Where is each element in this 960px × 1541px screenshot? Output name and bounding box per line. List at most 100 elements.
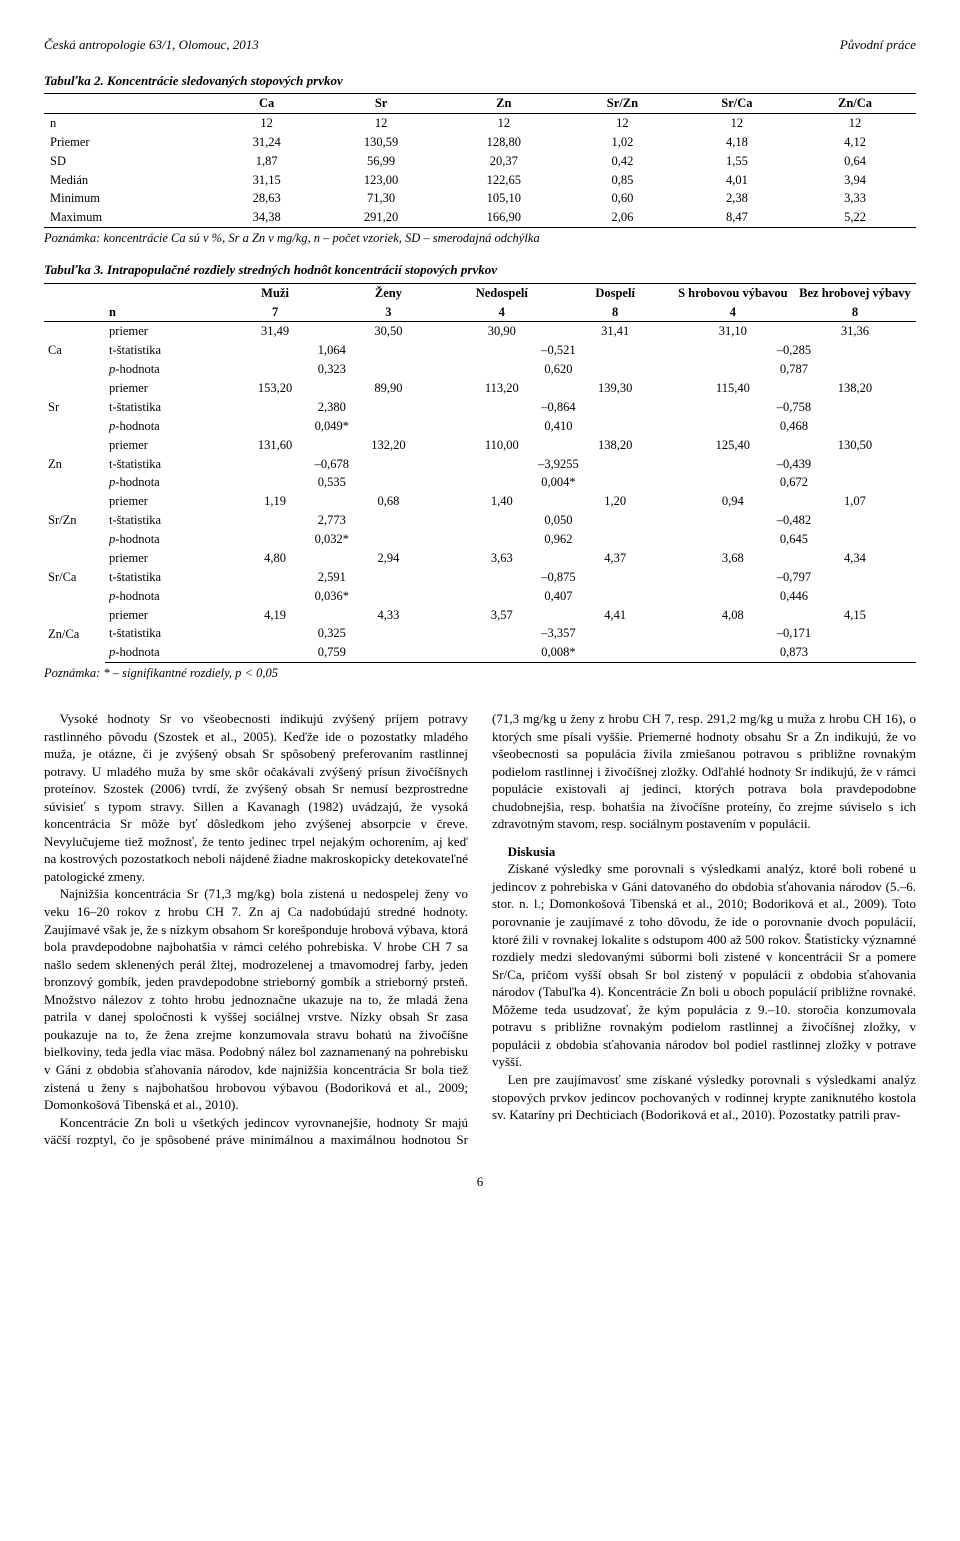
sublabel-priemer: priemer xyxy=(105,322,218,341)
cell: 4,18 xyxy=(680,133,794,152)
cell: –0,797 xyxy=(672,568,916,587)
t3h-bezhrob: Bez hrobovej výbavy xyxy=(794,283,916,302)
cell: –0,678 xyxy=(218,455,445,474)
t3h-muzi: Muži xyxy=(218,283,331,302)
group-label: Zn/Ca xyxy=(44,606,105,663)
sublabel-pval: p-hodnota xyxy=(105,360,218,379)
para-5: Len pre zaujímavosť sme získané výsledky… xyxy=(492,1071,916,1124)
sublabel-tstat: t-štatistika xyxy=(105,511,218,530)
table2-col-6: Zn/Ca xyxy=(794,94,916,114)
cell: 4,37 xyxy=(558,549,671,568)
sublabel-tstat: t-štatistika xyxy=(105,455,218,474)
cell: 4,41 xyxy=(558,606,671,625)
cell: 0,446 xyxy=(672,587,916,606)
para-2: Najnižšia koncentrácia Sr (71,3 mg/kg) b… xyxy=(44,885,468,1113)
cell: 31,41 xyxy=(558,322,671,341)
cell: 0,008* xyxy=(445,643,672,662)
t3h-zeny: Ženy xyxy=(332,283,445,302)
cell: 1,20 xyxy=(558,492,671,511)
table-row: p-hodnota0,3230,6200,787 xyxy=(44,360,916,379)
table-row: t-štatistika2,380–0,864–0,758 xyxy=(44,398,916,417)
table2-col-3: Zn xyxy=(442,94,565,114)
para-4: Získané výsledky sme porovnali s výsledk… xyxy=(492,860,916,1071)
cell: 125,40 xyxy=(672,436,794,455)
sublabel-priemer: priemer xyxy=(105,379,218,398)
group-label: Zn xyxy=(44,436,105,493)
cell: 4,01 xyxy=(680,171,794,190)
cell: 0,962 xyxy=(445,530,672,549)
body-text: Vysoké hodnoty Sr vo všeobecnosti indiku… xyxy=(44,710,916,1149)
cell: 2,38 xyxy=(680,189,794,208)
cell: 0,050 xyxy=(445,511,672,530)
cell: 0,325 xyxy=(218,624,445,643)
table-row: t-štatistika1,064–0,521–0,285 xyxy=(44,341,916,360)
cell: –0,521 xyxy=(445,341,672,360)
cell: 0,407 xyxy=(445,587,672,606)
cell: 0,410 xyxy=(445,417,672,436)
table-row: Znpriemer131,60132,20110,00138,20125,401… xyxy=(44,436,916,455)
sublabel-priemer: priemer xyxy=(105,606,218,625)
cell: 12 xyxy=(794,113,916,132)
cell: 31,15 xyxy=(214,171,320,190)
table-row: p-hodnota0,049*0,4100,468 xyxy=(44,417,916,436)
table2-col-4: Sr/Zn xyxy=(565,94,679,114)
header-left: Česká antropologie 63/1, Olomouc, 2013 xyxy=(44,36,259,54)
cell: 4,08 xyxy=(672,606,794,625)
table-row: Maximum34,38291,20166,902,068,475,22 xyxy=(44,208,916,227)
cell: 12 xyxy=(565,113,679,132)
group-label: Sr/Ca xyxy=(44,549,105,606)
cell: –0,171 xyxy=(672,624,916,643)
cell: 4,34 xyxy=(794,549,916,568)
cell: 0,049* xyxy=(218,417,445,436)
table-row: p-hodnota0,5350,004*0,672 xyxy=(44,473,916,492)
sublabel-priemer: priemer xyxy=(105,492,218,511)
cell: 128,80 xyxy=(442,133,565,152)
cell: 110,00 xyxy=(445,436,558,455)
heading-diskusia: Diskusia xyxy=(492,843,916,861)
cell: 1,064 xyxy=(218,341,445,360)
cell: 0,032* xyxy=(218,530,445,549)
sublabel-priemer: priemer xyxy=(105,549,218,568)
cell: 4,12 xyxy=(794,133,916,152)
table-row: p-hodnota0,7590,008*0,873 xyxy=(44,643,916,662)
table-row: Srpriemer153,2089,90113,20139,30115,4013… xyxy=(44,379,916,398)
group-label: Sr/Zn xyxy=(44,492,105,549)
sublabel-pval: p-hodnota xyxy=(105,643,218,662)
cell: 3,33 xyxy=(794,189,916,208)
cell: 0,004* xyxy=(445,473,672,492)
header-right: Původní práce xyxy=(840,36,916,54)
row-label: Medián xyxy=(44,171,214,190)
cell: 31,36 xyxy=(794,322,916,341)
cell: 1,87 xyxy=(214,152,320,171)
table-row: Zn/Capriemer4,194,333,574,414,084,15 xyxy=(44,606,916,625)
cell: 12 xyxy=(680,113,794,132)
cell: 4,33 xyxy=(332,606,445,625)
sublabel-tstat: t-štatistika xyxy=(105,568,218,587)
table-row: Sr/Znpriemer1,190,681,401,200,941,07 xyxy=(44,492,916,511)
t3-n-label: n xyxy=(105,303,218,322)
cell: 31,49 xyxy=(218,322,331,341)
table-row: SD1,8756,9920,370,421,550,64 xyxy=(44,152,916,171)
para-1: Vysoké hodnoty Sr vo všeobecnosti indiku… xyxy=(44,710,468,885)
cell: 89,90 xyxy=(332,379,445,398)
row-label: Maximum xyxy=(44,208,214,227)
cell: –3,9255 xyxy=(445,455,672,474)
cell: 30,90 xyxy=(445,322,558,341)
cell: 115,40 xyxy=(672,379,794,398)
group-label: Sr xyxy=(44,379,105,436)
cell: –0,285 xyxy=(672,341,916,360)
sublabel-pval: p-hodnota xyxy=(105,473,218,492)
page-number: 6 xyxy=(44,1173,916,1191)
cell: 3,63 xyxy=(445,549,558,568)
cell: 71,30 xyxy=(320,189,443,208)
cell: 1,19 xyxy=(218,492,331,511)
cell: 2,94 xyxy=(332,549,445,568)
table2-col-0 xyxy=(44,94,214,114)
cell: 30,50 xyxy=(332,322,445,341)
table3-note: Poznámka: * – signifikantné rozdiely, p … xyxy=(44,665,916,682)
cell: 130,59 xyxy=(320,133,443,152)
cell: 130,50 xyxy=(794,436,916,455)
cell: 123,00 xyxy=(320,171,443,190)
cell: 12 xyxy=(320,113,443,132)
cell: 0,68 xyxy=(332,492,445,511)
